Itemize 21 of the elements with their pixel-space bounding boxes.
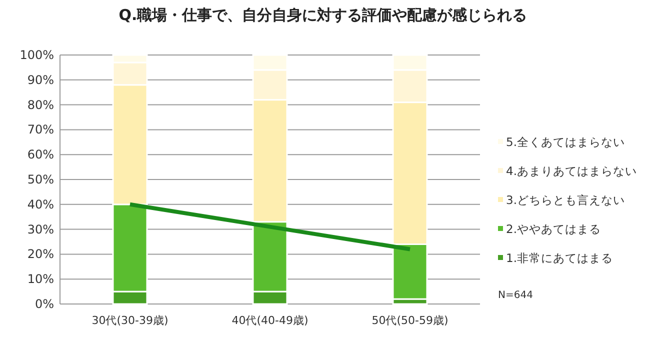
y-tick-label: 60%: [27, 148, 54, 162]
y-tick-label: 0%: [34, 297, 54, 311]
x-tick-label: 50代(50-59歳): [372, 314, 448, 327]
y-tick-label: 100%: [20, 48, 54, 62]
y-tick-label: 70%: [27, 122, 54, 137]
text: N=644: [498, 290, 533, 301]
legend-label: 2.ややあてはまる: [506, 222, 601, 236]
legend-label: 1.非常にあてはまる: [506, 251, 613, 265]
legend-label: 4.あまりあてはまらない: [506, 164, 637, 178]
y-tick-label: 30%: [27, 222, 54, 236]
y-tick-label: 20%: [27, 247, 54, 262]
y-tick-label: 50%: [27, 172, 54, 186]
y-tick-label: 80%: [27, 98, 54, 112]
y-tick-label: 10%: [27, 272, 54, 286]
y-tick-label: 90%: [27, 72, 54, 87]
legend-label: 5.全くあてはまらない: [506, 135, 625, 149]
legend-label: 3.どちらとも言えない: [506, 193, 625, 207]
chart-title: Q.職場・仕事で、自分自身に対する評価や配慮が感じられる: [118, 6, 528, 24]
y-tick-label: 40%: [27, 197, 54, 212]
x-tick-label: 40代(40-49歳): [232, 314, 308, 327]
x-tick-label: 30代(30-39歳): [92, 314, 168, 327]
